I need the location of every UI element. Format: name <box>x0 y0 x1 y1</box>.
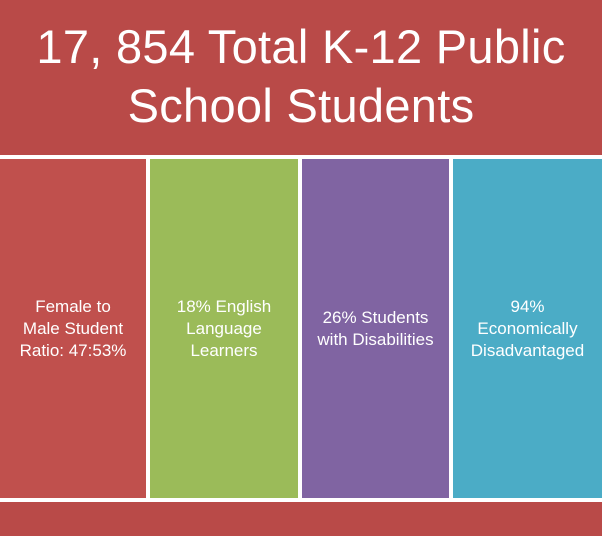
footer-bar <box>0 502 602 536</box>
stats-cards: Female to Male Student Ratio: 47:53% 18%… <box>0 159 602 498</box>
disabilities-card: 26% Students with Disabilities <box>302 159 449 498</box>
header-banner: 17, 854 Total K-12 Public School Student… <box>0 0 602 155</box>
gender-ratio-card: Female to Male Student Ratio: 47:53% <box>0 159 146 498</box>
economically-disadvantaged-card: 94% Economically Disadvantaged <box>453 159 602 498</box>
english-learners-label: 18% English Language Learners <box>176 296 272 360</box>
disabilities-label: 26% Students with Disabilities <box>317 307 434 349</box>
page-title: 17, 854 Total K-12 Public School Student… <box>36 19 566 132</box>
english-learners-card: 18% English Language Learners <box>150 159 298 498</box>
economically-disadvantaged-label: 94% Economically Disadvantaged <box>470 296 585 360</box>
gender-ratio-label: Female to Male Student Ratio: 47:53% <box>19 296 127 360</box>
